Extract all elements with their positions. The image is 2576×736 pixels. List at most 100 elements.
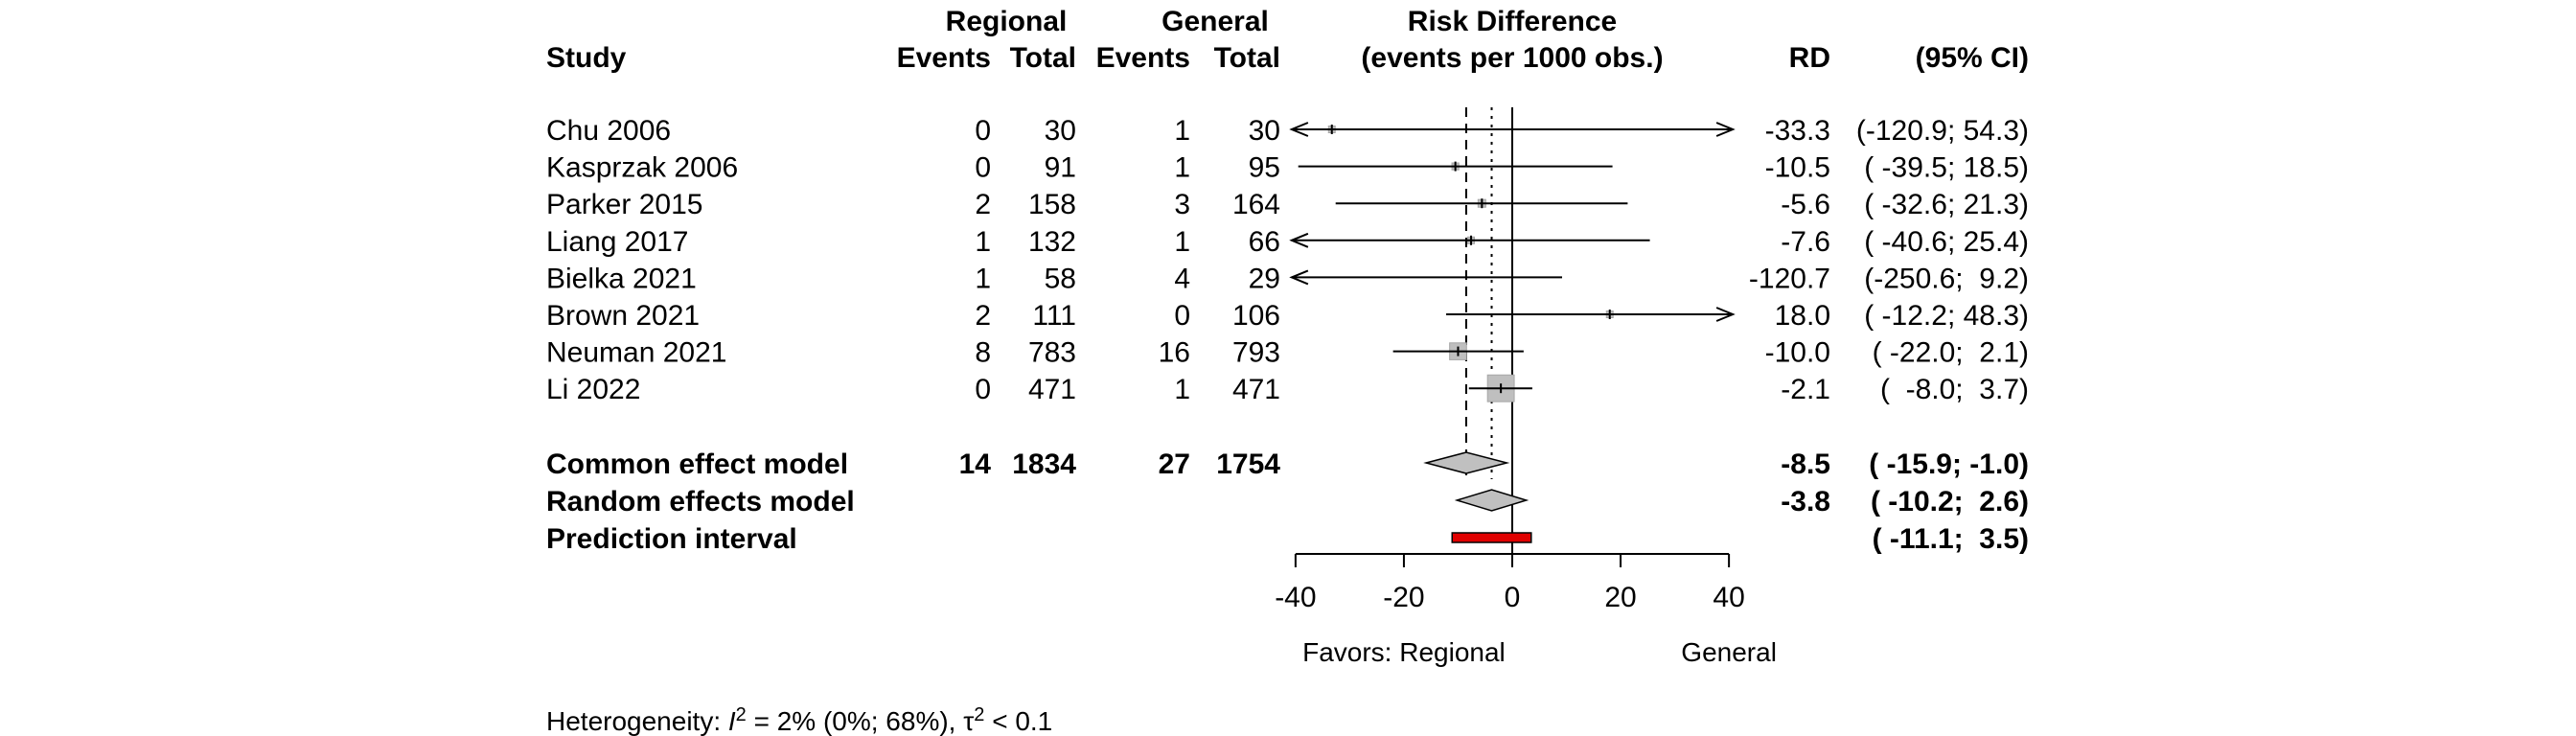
study-ci-value: (-120.9; 54.3) <box>1856 115 2029 147</box>
study-mark <box>1289 122 1736 137</box>
random-ci-value: ( -10.2; 2.6) <box>1871 486 2029 518</box>
study-regional-events: 1 <box>975 263 991 294</box>
study-rows: Chu 2006 0 30 1 30 -33.3 (-120.9; 54.3)Kasprza… <box>546 115 2029 555</box>
study-rd-value: -5.6 <box>1781 189 1830 220</box>
study-general-total: 66 <box>1249 226 1280 258</box>
study-regional-total: 471 <box>1028 374 1076 405</box>
study-mark <box>1335 198 1628 209</box>
i2-value: = 2% (0%; 68%), <box>747 706 963 736</box>
study-general-total: 95 <box>1249 152 1280 184</box>
study-rd-value: -10.5 <box>1765 152 1830 184</box>
common-rd-value: -8.5 <box>1781 448 1830 480</box>
header-regional-events: Events <box>897 42 991 74</box>
header-general-events: Events <box>1096 42 1190 74</box>
study-ci-value: ( -32.6; 21.3) <box>1864 189 2029 220</box>
plot-area: -40 -20 0 20 40 Favors: Regional General <box>1275 107 1777 667</box>
study-row: Parker 2015 2 158 3 164 -5.6 ( -32.6; 21.3) <box>546 189 2029 220</box>
study-general-events: 3 <box>1174 189 1190 220</box>
common-general-total: 1754 <box>1216 448 1280 480</box>
tau-symbol: τ <box>963 706 974 736</box>
study-regional-total: 111 <box>1032 300 1076 332</box>
study-rd-value: 18.0 <box>1775 300 1830 332</box>
common-regional-events: 14 <box>959 448 992 480</box>
study-regional-events: 0 <box>975 115 991 147</box>
study-rd-value: -33.3 <box>1765 115 1830 147</box>
x-tick-label: -40 <box>1275 582 1316 613</box>
study-name: Brown 2021 <box>546 300 700 332</box>
study-general-events: 1 <box>1174 115 1190 147</box>
study-row: Brown 2021 2 111 0 106 18.0 ( -12.2; 48.3) <box>546 300 2029 332</box>
x-tick-label: 0 <box>1505 582 1521 613</box>
study-regional-total: 58 <box>1045 263 1076 294</box>
header-study: Study <box>546 42 627 74</box>
favors-left-label: Favors: Regional <box>1302 637 1506 667</box>
study-rd-value: -7.6 <box>1781 226 1830 258</box>
prediction-ci-value: ( -11.1; 3.5) <box>1873 523 2029 555</box>
study-name: Parker 2015 <box>546 189 702 220</box>
study-row: Li 2022 0 471 1 471 -2.1 ( -8.0; 3.7) <box>546 374 2029 405</box>
study-regional-total: 132 <box>1028 226 1076 258</box>
het-prefix: Heterogeneity: <box>546 706 728 736</box>
ci-arrow-left <box>1289 232 1309 248</box>
favors-right-label: General <box>1681 637 1777 667</box>
study-regional-events: 1 <box>975 226 991 258</box>
study-name: Li 2022 <box>546 374 640 405</box>
column-headers: Study Regional General Events Total Even… <box>546 6 2029 74</box>
common-ci-value: ( -15.9; -1.0) <box>1869 448 2029 480</box>
study-general-total: 30 <box>1249 115 1280 147</box>
study-general-total: 164 <box>1232 189 1280 220</box>
study-row: Neuman 2021 8 783 16 793 -10.0 ( -22.0; 2.1) <box>546 337 2029 369</box>
common-regional-total: 1834 <box>1012 448 1076 480</box>
x-tick-label: -20 <box>1383 582 1424 613</box>
ci-arrow-right <box>1715 122 1736 137</box>
header-regional: Regional <box>946 6 1068 37</box>
study-regional-events: 2 <box>975 300 991 332</box>
study-ci-value: ( -12.2; 48.3) <box>1864 300 2029 332</box>
study-general-events: 1 <box>1174 226 1190 258</box>
study-name: Liang 2017 <box>546 226 688 258</box>
study-name: Neuman 2021 <box>546 337 726 369</box>
header-general-total: Total <box>1214 42 1280 74</box>
x-tick-label: 20 <box>1604 582 1636 613</box>
common-general-events: 27 <box>1159 448 1190 480</box>
common-effect-diamond <box>1423 451 1510 474</box>
study-regional-events: 2 <box>975 189 991 220</box>
study-rd-value: -120.7 <box>1749 263 1830 294</box>
study-mark <box>1468 374 1532 402</box>
study-row: Bielka 2021 1 58 4 29 -120.7 (-250.6; 9.2) <box>546 263 2029 294</box>
study-general-events: 4 <box>1174 263 1190 294</box>
study-regional-events: 8 <box>975 337 991 369</box>
ci-arrow-left <box>1289 269 1309 286</box>
study-regional-total: 158 <box>1028 189 1076 220</box>
study-row: Liang 2017 1 132 1 66 -7.6 ( -40.6; 25.4) <box>546 226 2029 258</box>
study-general-events: 16 <box>1159 337 1190 369</box>
study-general-total: 793 <box>1232 337 1280 369</box>
study-mark <box>1392 342 1524 360</box>
study-mark <box>1298 161 1613 172</box>
x-tick-label: 40 <box>1713 582 1744 613</box>
header-effect-title: Risk Difference <box>1408 6 1617 37</box>
study-mark <box>1289 269 1563 286</box>
study-rd-value: -2.1 <box>1781 374 1830 405</box>
ci-arrow-left <box>1289 122 1309 137</box>
random-rd-value: -3.8 <box>1781 486 1830 518</box>
study-mark <box>1446 307 1736 322</box>
study-regional-events: 0 <box>975 374 991 405</box>
study-general-events: 1 <box>1174 374 1190 405</box>
study-ci-value: (-250.6; 9.2) <box>1864 263 2029 294</box>
tau-value: < 0.1 <box>984 706 1052 736</box>
study-regional-total: 30 <box>1045 115 1076 147</box>
heterogeneity-text: Heterogeneity: I2 = 2% (0%; 68%), τ2 < 0… <box>546 704 1052 736</box>
tau-superscript: 2 <box>974 704 984 725</box>
x-axis: -40 -20 0 20 40 Favors: Regional General <box>1275 553 1777 667</box>
study-ci-value: ( -8.0; 3.7) <box>1880 374 2029 405</box>
header-effect-subtitle: (events per 1000 obs.) <box>1361 42 1663 74</box>
random-name: Random effects model <box>546 486 855 518</box>
prediction-name: Prediction interval <box>546 523 797 555</box>
study-rd-value: -10.0 <box>1765 337 1830 369</box>
i2-symbol: I <box>728 706 736 736</box>
header-rd: RD <box>1789 42 1830 74</box>
i2-superscript: 2 <box>736 704 747 725</box>
header-regional-total: Total <box>1010 42 1076 74</box>
